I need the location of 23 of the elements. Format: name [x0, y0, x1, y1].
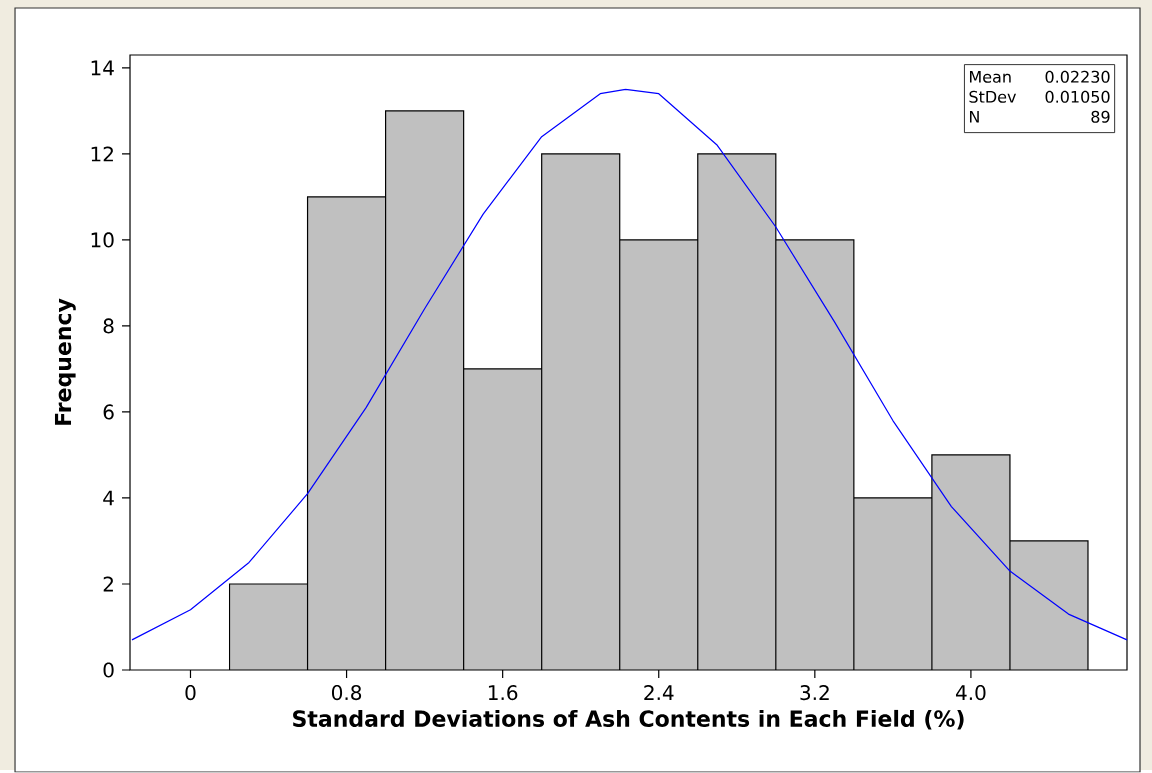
x-tick-label: 0.8	[331, 685, 362, 701]
y-tick-label: 4	[103, 490, 114, 506]
annotation: N	[969, 111, 979, 123]
y-axis-title: Frequency	[54, 298, 76, 426]
x-tick-label: 0	[185, 685, 196, 701]
line-series	[131, 89, 1127, 641]
annotation: 0.02230	[1045, 70, 1110, 84]
y-tick-label: 8	[103, 318, 114, 334]
y-tick-label: 0	[103, 662, 114, 678]
y-tick-label: 6	[103, 404, 114, 420]
y-tick-label: 2	[103, 576, 113, 592]
y-tick-label: 12	[91, 146, 113, 162]
annotation: 89	[1091, 110, 1110, 124]
x-tick-label: 1.6	[488, 685, 518, 701]
x-tick-label: 4.0	[955, 685, 986, 701]
y-tick-label: 14	[91, 60, 114, 76]
annotation: Mean	[969, 71, 1011, 84]
x-axis-title: Standard Deviations of Ash Contents in Each Field (%)	[293, 710, 964, 730]
y-tick-label: 10	[91, 232, 114, 248]
x-tick-label: 3.2	[800, 685, 829, 701]
annotation: StDev	[969, 90, 1017, 104]
annotation: 0.01050	[1045, 90, 1110, 104]
x-tick-label: 2.4	[644, 685, 674, 701]
